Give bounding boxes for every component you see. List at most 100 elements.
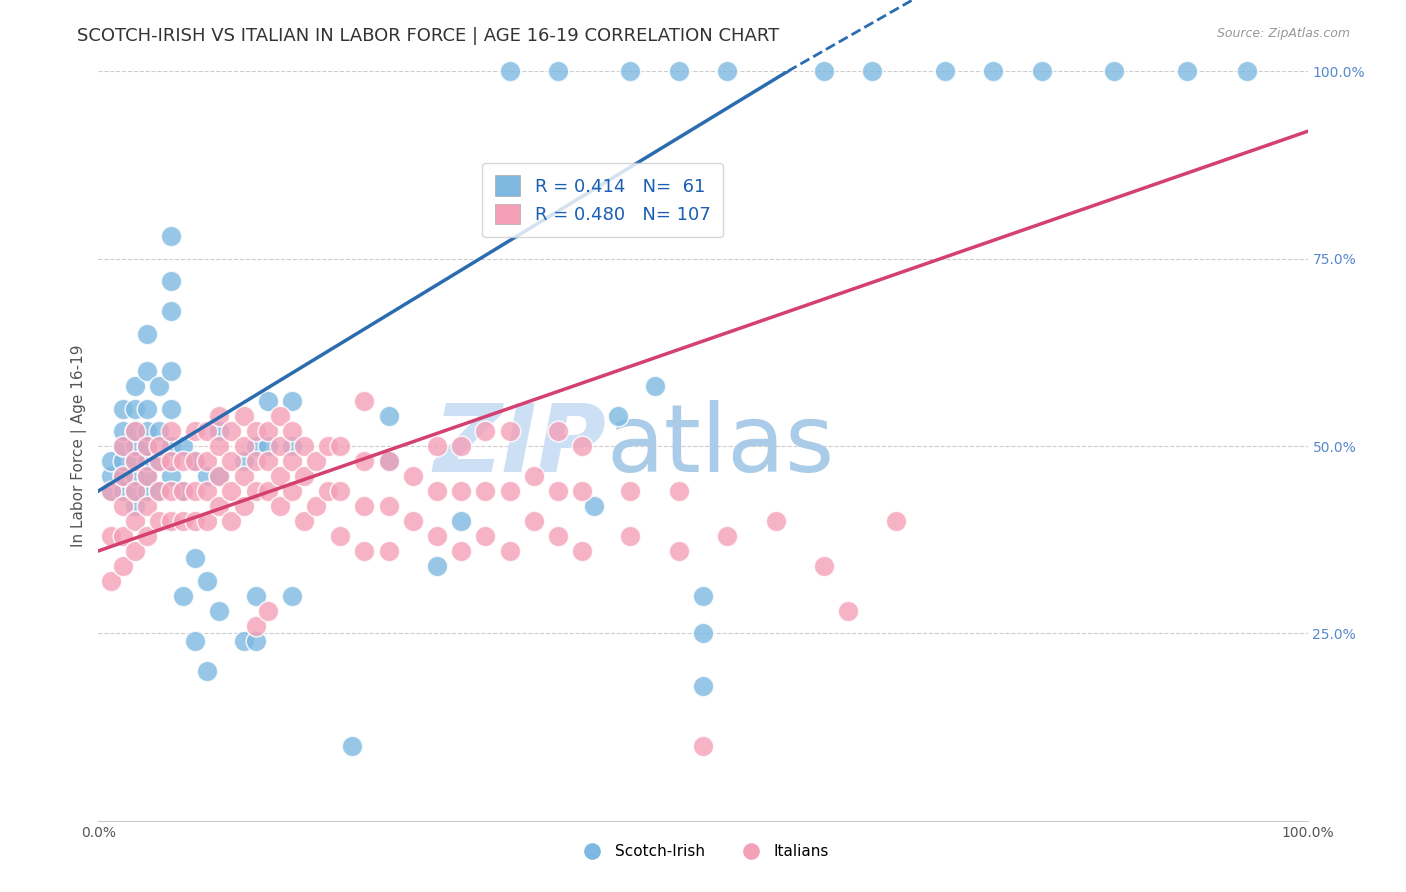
- Point: [1031, 64, 1053, 78]
- Point: [281, 483, 304, 498]
- Point: [111, 469, 134, 483]
- Point: [245, 454, 267, 468]
- Point: [716, 64, 738, 78]
- Text: Source: ZipAtlas.com: Source: ZipAtlas.com: [1216, 27, 1350, 40]
- Point: [148, 379, 170, 393]
- Point: [160, 274, 183, 288]
- Point: [195, 469, 218, 483]
- Point: [305, 454, 328, 468]
- Point: [100, 483, 122, 498]
- Point: [256, 483, 278, 498]
- Point: [353, 454, 375, 468]
- Point: [221, 424, 243, 438]
- Point: [111, 439, 134, 453]
- Point: [160, 424, 183, 438]
- Point: [450, 483, 472, 498]
- Point: [329, 529, 352, 543]
- Point: [148, 454, 170, 468]
- Point: [547, 424, 569, 438]
- Point: [100, 574, 122, 588]
- Point: [160, 229, 183, 244]
- Point: [111, 529, 134, 543]
- Point: [221, 514, 243, 528]
- Point: [619, 483, 641, 498]
- Point: [316, 483, 339, 498]
- Point: [269, 439, 291, 453]
- Point: [111, 483, 134, 498]
- Point: [111, 439, 134, 453]
- Point: [124, 483, 146, 498]
- Point: [256, 424, 278, 438]
- Point: [886, 514, 908, 528]
- Point: [148, 514, 170, 528]
- Point: [124, 499, 146, 513]
- Point: [377, 454, 399, 468]
- Point: [292, 514, 315, 528]
- Point: [124, 469, 146, 483]
- Point: [160, 454, 183, 468]
- Point: [100, 454, 122, 468]
- Legend: Scotch-Irish, Italians: Scotch-Irish, Italians: [571, 838, 835, 865]
- Point: [135, 364, 157, 378]
- Point: [716, 529, 738, 543]
- Point: [837, 604, 859, 618]
- Point: [172, 514, 194, 528]
- Text: SCOTCH-IRISH VS ITALIAN IN LABOR FORCE | AGE 16-19 CORRELATION CHART: SCOTCH-IRISH VS ITALIAN IN LABOR FORCE |…: [77, 27, 779, 45]
- Point: [426, 439, 449, 453]
- Text: atlas: atlas: [606, 400, 835, 492]
- Point: [184, 454, 207, 468]
- Point: [281, 424, 304, 438]
- Point: [124, 454, 146, 468]
- Point: [195, 483, 218, 498]
- Point: [221, 483, 243, 498]
- Y-axis label: In Labor Force | Age 16-19: In Labor Force | Age 16-19: [72, 344, 87, 548]
- Point: [547, 483, 569, 498]
- Point: [668, 64, 690, 78]
- Point: [426, 529, 449, 543]
- Point: [111, 401, 134, 416]
- Point: [692, 679, 714, 693]
- Point: [256, 604, 278, 618]
- Point: [316, 439, 339, 453]
- Point: [981, 64, 1004, 78]
- Point: [571, 544, 593, 558]
- Point: [1236, 64, 1258, 78]
- Point: [111, 424, 134, 438]
- Point: [160, 304, 183, 318]
- Point: [135, 326, 157, 341]
- Point: [292, 439, 315, 453]
- Point: [160, 439, 183, 453]
- Point: [124, 424, 146, 438]
- Point: [232, 633, 254, 648]
- Point: [583, 499, 606, 513]
- Point: [111, 454, 134, 468]
- Point: [813, 64, 835, 78]
- Point: [329, 483, 352, 498]
- Point: [184, 551, 207, 566]
- Point: [1102, 64, 1125, 78]
- Point: [232, 469, 254, 483]
- Text: ZIP: ZIP: [433, 400, 606, 492]
- Point: [184, 483, 207, 498]
- Point: [450, 544, 472, 558]
- Point: [474, 424, 496, 438]
- Point: [644, 379, 666, 393]
- Point: [245, 619, 267, 633]
- Point: [160, 401, 183, 416]
- Point: [208, 469, 231, 483]
- Point: [148, 483, 170, 498]
- Point: [474, 529, 496, 543]
- Point: [135, 439, 157, 453]
- Point: [208, 439, 231, 453]
- Point: [195, 574, 218, 588]
- Point: [692, 626, 714, 640]
- Point: [135, 499, 157, 513]
- Point: [377, 499, 399, 513]
- Point: [547, 529, 569, 543]
- Point: [377, 454, 399, 468]
- Point: [450, 439, 472, 453]
- Point: [232, 409, 254, 423]
- Point: [426, 483, 449, 498]
- Point: [245, 633, 267, 648]
- Point: [135, 469, 157, 483]
